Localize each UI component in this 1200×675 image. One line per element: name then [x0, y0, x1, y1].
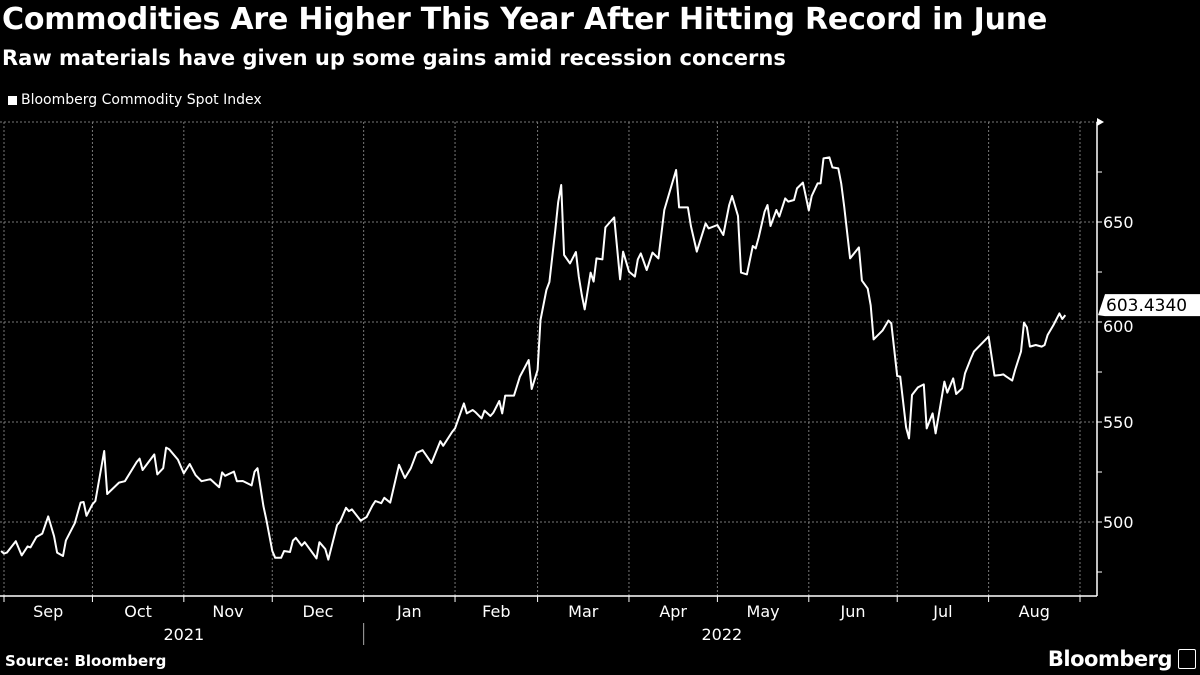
x-tick-label: Dec: [302, 602, 333, 621]
x-tick-label: Sep: [33, 602, 63, 621]
bloomberg-logo: Bloomberg: [1048, 647, 1196, 671]
legend-swatch: [8, 95, 17, 105]
year-label: 2021: [163, 625, 204, 644]
legend: Bloomberg Commodity Spot Index: [8, 92, 262, 108]
series-line: [0, 156, 1067, 561]
y-tick-label: 500: [1103, 513, 1134, 532]
year-label: 2022: [701, 625, 742, 644]
y-tick-label: 550: [1103, 413, 1134, 432]
last-value-text: 603.4340: [1106, 296, 1187, 316]
x-tick-label: Oct: [124, 602, 152, 621]
x-tick-label: Aug: [1019, 602, 1050, 621]
x-tick-label: Jun: [840, 602, 866, 621]
legend-label: Bloomberg Commodity Spot Index: [21, 92, 262, 108]
x-tick-label: Jan: [396, 602, 422, 621]
last-value-box: [1098, 294, 1200, 317]
bloomberg-terminal-icon: [1178, 649, 1196, 669]
y-tick-label: 600: [1103, 317, 1134, 336]
chart-title: Commodities Are Higher This Year After H…: [2, 2, 1048, 37]
x-tick-label: Mar: [568, 602, 599, 621]
y-axis-arrow: [1097, 118, 1104, 126]
chart-subtitle: Raw materials have given up some gains a…: [2, 46, 786, 70]
gridlines: [0, 121, 1097, 596]
x-axis: Sep Oct Nov Dec Jan Feb Mar Apr May Jun Jul Aug 2021…: [0, 595, 1097, 645]
source-note: Source: Bloomberg: [5, 652, 167, 670]
y-axis: 500 550 600 650: [1096, 118, 1134, 596]
x-tick-label: May: [747, 602, 780, 621]
x-tick-label: Jul: [932, 602, 952, 621]
logo-text: Bloomberg: [1047, 647, 1173, 671]
x-tick-label: Apr: [659, 602, 687, 621]
last-value-label: 603.4340: [1098, 294, 1200, 317]
y-tick-label: 650: [1103, 213, 1134, 232]
x-tick-label: Feb: [482, 602, 510, 621]
x-tick-label: Nov: [212, 602, 243, 621]
